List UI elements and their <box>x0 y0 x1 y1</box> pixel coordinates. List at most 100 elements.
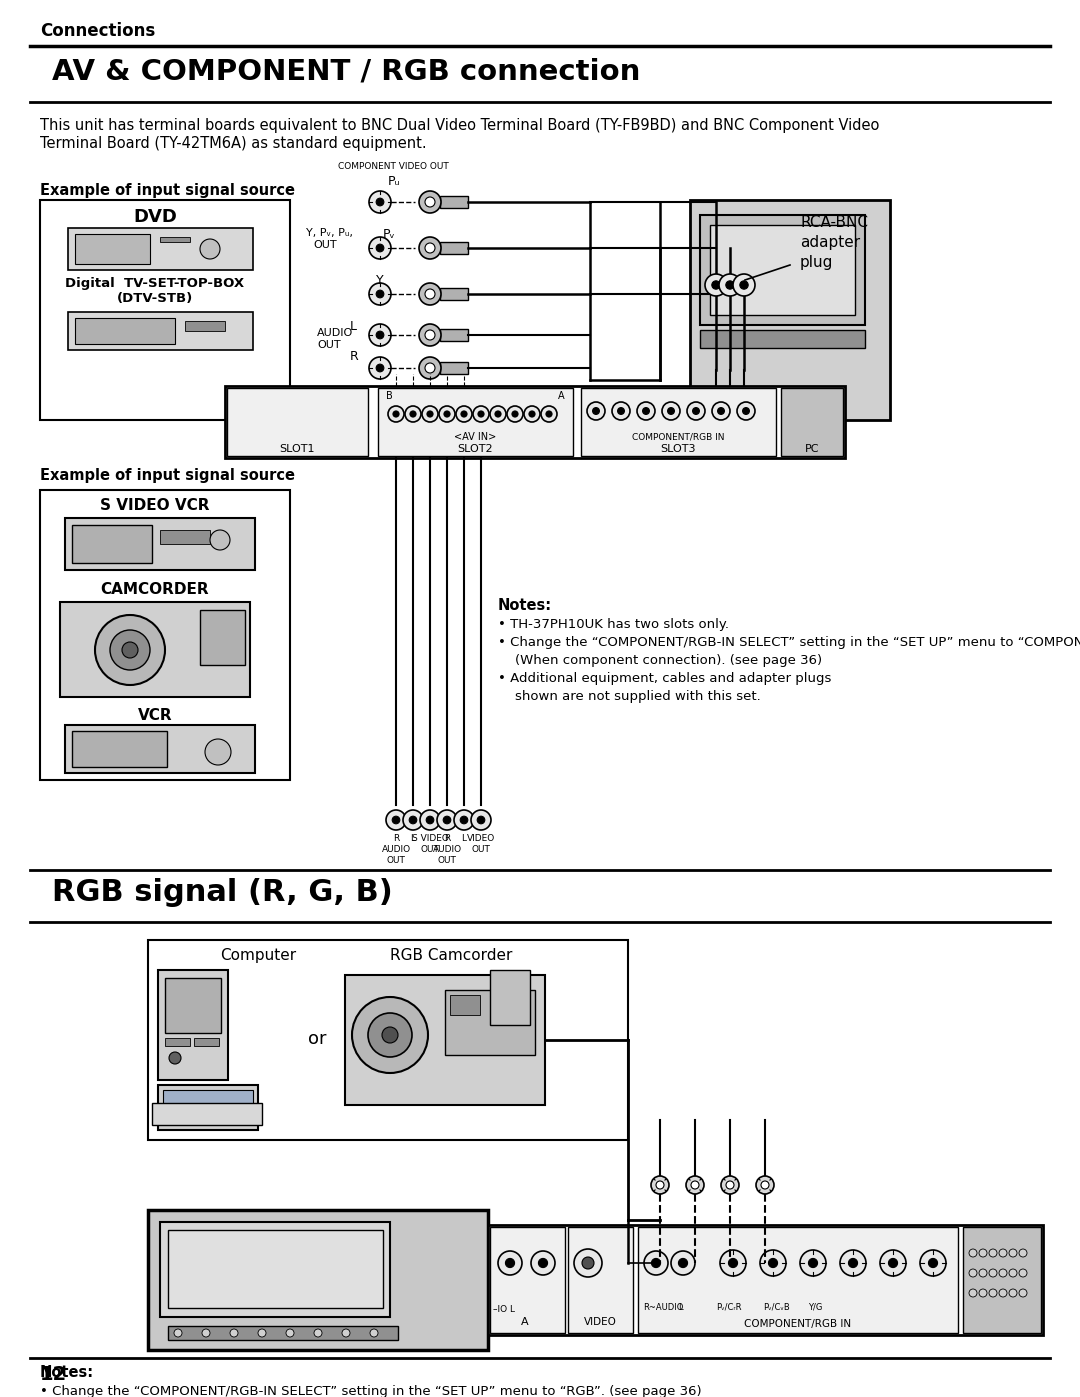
Circle shape <box>667 408 674 415</box>
Circle shape <box>454 810 474 830</box>
Text: L: L <box>350 320 357 332</box>
Text: OUT: OUT <box>387 856 405 865</box>
Circle shape <box>110 630 150 671</box>
Bar <box>710 225 855 314</box>
Text: OUT: OUT <box>472 845 490 854</box>
Circle shape <box>444 411 450 418</box>
Text: OUT: OUT <box>318 339 340 351</box>
Text: shown are not supplied with this set.: shown are not supplied with this set. <box>498 690 760 703</box>
Circle shape <box>461 411 467 418</box>
Text: –IO L: –IO L <box>492 1305 515 1315</box>
Bar <box>152 1104 262 1125</box>
Circle shape <box>368 1013 411 1058</box>
Circle shape <box>593 408 599 415</box>
Bar <box>445 990 535 1055</box>
Text: R: R <box>393 834 400 842</box>
Bar <box>160 529 210 543</box>
Circle shape <box>733 274 755 296</box>
Circle shape <box>712 281 720 289</box>
Bar <box>68 228 253 270</box>
Bar <box>440 362 468 374</box>
Circle shape <box>889 1259 897 1267</box>
Circle shape <box>737 402 755 420</box>
Circle shape <box>687 402 705 420</box>
Circle shape <box>471 810 491 830</box>
Bar <box>345 975 545 1105</box>
Circle shape <box>989 1268 997 1277</box>
Circle shape <box>969 1289 977 1296</box>
Circle shape <box>651 1259 661 1267</box>
Circle shape <box>989 1249 997 1257</box>
Text: Notes:: Notes: <box>498 598 552 613</box>
Circle shape <box>541 407 557 422</box>
Circle shape <box>656 1180 664 1189</box>
Text: adapter: adapter <box>800 235 860 250</box>
Bar <box>158 1085 258 1130</box>
Circle shape <box>651 1176 669 1194</box>
Text: (When component connection). (see page 36): (When component connection). (see page 3… <box>498 654 822 666</box>
Circle shape <box>969 1268 977 1277</box>
Circle shape <box>419 191 441 212</box>
Text: COMPONENT/RGB IN: COMPONENT/RGB IN <box>744 1319 851 1329</box>
Text: VIDEO: VIDEO <box>467 834 495 842</box>
Bar <box>168 1229 383 1308</box>
Text: (DTV-STB): (DTV-STB) <box>117 292 193 305</box>
Text: Y: Y <box>376 274 383 286</box>
Text: AUDIO: AUDIO <box>318 328 353 338</box>
Circle shape <box>419 237 441 258</box>
Text: plug: plug <box>800 256 834 270</box>
Text: Pᵤ: Pᵤ <box>388 175 401 189</box>
Circle shape <box>728 1259 738 1267</box>
Bar <box>440 196 468 208</box>
Bar <box>75 235 150 264</box>
Circle shape <box>230 1329 238 1337</box>
Circle shape <box>692 408 700 415</box>
Circle shape <box>422 407 438 422</box>
Text: SLOT2: SLOT2 <box>457 444 492 454</box>
Circle shape <box>498 1250 522 1275</box>
Bar <box>700 330 865 348</box>
Circle shape <box>678 1259 688 1267</box>
Circle shape <box>314 1329 322 1337</box>
Circle shape <box>370 1329 378 1337</box>
Bar <box>781 388 843 455</box>
Circle shape <box>671 1250 696 1275</box>
Text: B: B <box>386 391 393 401</box>
Bar <box>148 940 627 1140</box>
Circle shape <box>369 191 391 212</box>
Circle shape <box>352 997 428 1073</box>
Circle shape <box>427 816 434 824</box>
Bar <box>72 525 152 563</box>
Text: COMPONENT/RGB IN: COMPONENT/RGB IN <box>632 432 725 441</box>
Circle shape <box>662 402 680 420</box>
Bar <box>638 1227 958 1333</box>
Bar <box>488 1225 1043 1336</box>
Text: • Additional equipment, cables and adapter plugs: • Additional equipment, cables and adapt… <box>498 672 832 685</box>
Circle shape <box>531 1250 555 1275</box>
Circle shape <box>426 197 435 207</box>
Bar <box>200 610 245 665</box>
Circle shape <box>1020 1289 1027 1296</box>
Bar <box>165 978 221 1032</box>
Circle shape <box>999 1249 1007 1257</box>
Circle shape <box>382 1027 399 1044</box>
Circle shape <box>426 330 435 339</box>
Bar <box>440 242 468 254</box>
Circle shape <box>403 810 423 830</box>
Circle shape <box>376 198 383 205</box>
Circle shape <box>849 1259 858 1267</box>
Circle shape <box>721 1176 739 1194</box>
Text: A: A <box>522 1317 529 1327</box>
Bar <box>490 1227 565 1333</box>
Circle shape <box>507 407 523 422</box>
Bar <box>690 200 890 420</box>
Text: • Change the “COMPONENT/RGB-IN SELECT” setting in the “SET UP” menu to “RGB”. (s: • Change the “COMPONENT/RGB-IN SELECT” s… <box>40 1384 702 1397</box>
Circle shape <box>726 1180 734 1189</box>
Bar <box>440 288 468 300</box>
Bar <box>490 970 530 1025</box>
Bar <box>450 995 480 1016</box>
Circle shape <box>478 411 484 418</box>
Circle shape <box>505 1259 514 1267</box>
Bar <box>194 1038 219 1046</box>
Text: CAMCORDER: CAMCORDER <box>100 583 210 597</box>
